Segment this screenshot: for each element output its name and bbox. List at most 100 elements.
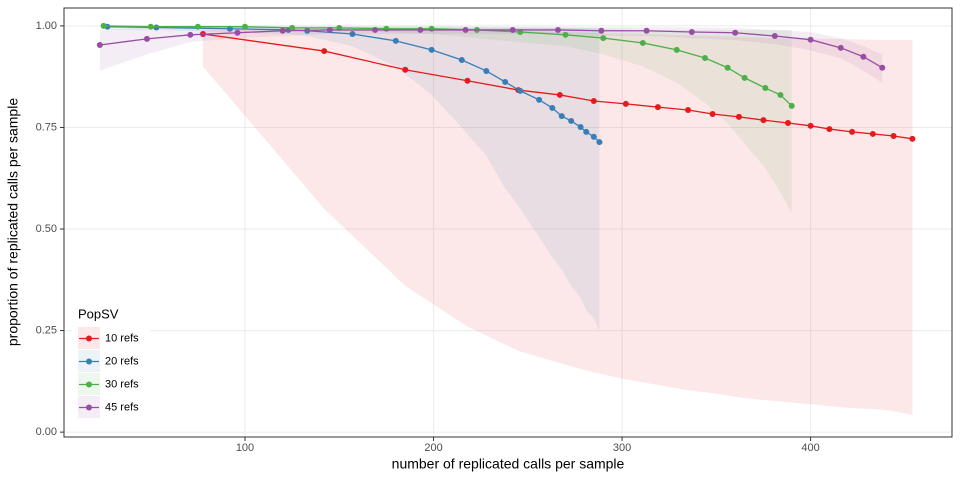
point bbox=[860, 53, 867, 60]
point bbox=[502, 78, 509, 85]
confidence-ribbon bbox=[99, 26, 883, 83]
point bbox=[600, 35, 607, 42]
point bbox=[483, 67, 490, 74]
x-tick-label: 200 bbox=[424, 442, 442, 454]
point bbox=[709, 111, 716, 118]
x-tick-label: 400 bbox=[801, 442, 819, 454]
x-axis-label: number of replicated calls per sample bbox=[392, 456, 625, 472]
y-tick-label: 0.25 bbox=[36, 324, 57, 336]
point bbox=[598, 27, 605, 34]
point bbox=[837, 44, 844, 51]
legend-label: 30 refs bbox=[105, 378, 139, 390]
point bbox=[643, 27, 650, 34]
point bbox=[509, 26, 516, 33]
legend-key-point bbox=[86, 358, 92, 365]
series-line bbox=[202, 33, 913, 140]
point bbox=[536, 96, 543, 103]
point bbox=[428, 46, 435, 53]
y-tick-label: 1.00 bbox=[36, 20, 57, 32]
y-tick-label: 0.50 bbox=[36, 223, 57, 235]
point bbox=[762, 85, 769, 92]
point bbox=[554, 26, 561, 33]
point bbox=[392, 37, 399, 44]
point bbox=[760, 117, 767, 124]
point bbox=[428, 25, 435, 32]
point bbox=[826, 126, 833, 133]
point bbox=[549, 104, 556, 111]
x-tick-label: 100 bbox=[236, 442, 254, 454]
point bbox=[909, 135, 916, 142]
series-line bbox=[99, 29, 883, 69]
point bbox=[869, 130, 876, 137]
legend-key-point bbox=[86, 335, 92, 342]
axes: 100 200 300 400 0.00 0.25 0.50 0.75 1.00 bbox=[36, 20, 820, 454]
point bbox=[639, 39, 646, 46]
point bbox=[688, 28, 695, 35]
point bbox=[568, 117, 575, 124]
point bbox=[622, 100, 629, 107]
point bbox=[143, 35, 150, 42]
point bbox=[788, 102, 795, 109]
point bbox=[732, 29, 739, 36]
point bbox=[372, 26, 379, 33]
point bbox=[590, 98, 597, 105]
panel-border bbox=[63, 7, 953, 438]
point bbox=[241, 23, 248, 30]
legend-label: 45 refs bbox=[105, 401, 139, 413]
plot-panel bbox=[64, 8, 952, 437]
point bbox=[96, 41, 103, 48]
legend-key-point bbox=[86, 381, 92, 388]
point bbox=[784, 119, 791, 126]
point bbox=[654, 104, 661, 111]
ribbons bbox=[99, 25, 913, 416]
point bbox=[807, 36, 814, 43]
lines bbox=[96, 22, 916, 146]
point bbox=[321, 48, 328, 55]
point bbox=[458, 57, 465, 63]
point bbox=[849, 128, 856, 135]
confidence-ribbon bbox=[202, 29, 913, 416]
grid bbox=[64, 8, 952, 437]
point bbox=[577, 124, 584, 131]
point bbox=[462, 26, 469, 33]
point bbox=[890, 132, 897, 139]
point bbox=[556, 91, 563, 98]
point bbox=[147, 23, 154, 30]
point bbox=[187, 31, 194, 38]
point bbox=[153, 24, 160, 31]
point bbox=[673, 46, 680, 53]
point bbox=[702, 54, 709, 61]
legend-label: 10 refs bbox=[105, 332, 139, 344]
y-axis-label: proportion of replicated calls per sampl… bbox=[5, 98, 21, 346]
point bbox=[100, 22, 107, 29]
y-tick-label: 0.75 bbox=[36, 121, 57, 133]
point bbox=[464, 77, 471, 84]
legend-box bbox=[72, 301, 150, 427]
point bbox=[558, 113, 565, 120]
point bbox=[685, 106, 692, 113]
point bbox=[741, 74, 748, 81]
confidence-ribbon bbox=[107, 25, 600, 331]
y-tick-label: 0.00 bbox=[36, 426, 57, 438]
point bbox=[807, 122, 814, 129]
legend: PopSV 10 refs 20 refs 30 refs 45 refs bbox=[72, 301, 150, 427]
point bbox=[777, 91, 784, 98]
series-line bbox=[103, 25, 793, 107]
confidence-ribbon bbox=[103, 25, 792, 213]
point bbox=[562, 31, 569, 38]
point bbox=[289, 24, 296, 31]
point bbox=[402, 66, 409, 73]
point bbox=[349, 31, 356, 37]
point bbox=[279, 27, 286, 34]
point bbox=[879, 64, 886, 71]
x-tick-label: 300 bbox=[613, 442, 631, 454]
legend-title: PopSV bbox=[78, 306, 119, 321]
point bbox=[517, 87, 524, 94]
point bbox=[326, 26, 333, 33]
legend-label: 20 refs bbox=[105, 355, 139, 367]
point bbox=[234, 29, 241, 36]
legend-key-point bbox=[86, 404, 92, 411]
point bbox=[383, 25, 390, 32]
point bbox=[590, 133, 597, 140]
